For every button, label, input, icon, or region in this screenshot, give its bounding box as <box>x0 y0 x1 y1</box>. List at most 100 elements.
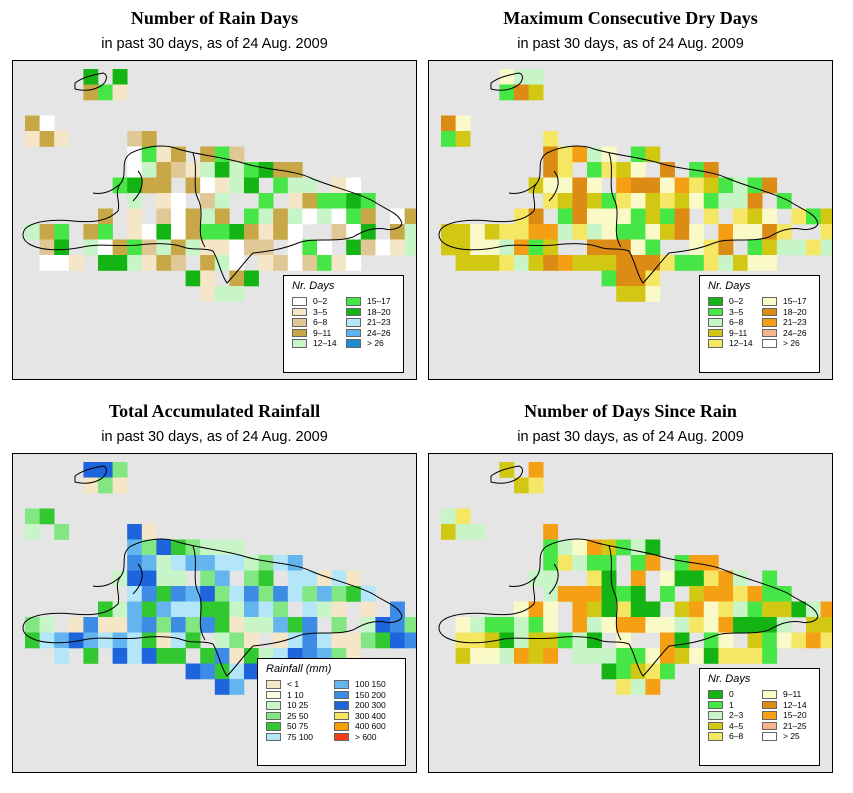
grid-cell <box>127 586 143 602</box>
grid-cell <box>543 162 559 178</box>
grid-cell <box>156 555 172 571</box>
grid-cell <box>587 193 602 209</box>
grid-cell <box>616 224 632 240</box>
grid-cell <box>229 286 245 302</box>
grid-cell <box>141 224 157 240</box>
grid-cell <box>587 208 602 225</box>
grid-cell <box>83 69 99 85</box>
grid-cell <box>762 570 778 587</box>
panel-dry-days: Maximum Consecutive Dry Days in past 30 … <box>428 0 833 385</box>
grid-cell <box>54 224 70 240</box>
grid-cell <box>302 586 318 602</box>
grid-cell <box>747 208 763 225</box>
grid-cell <box>514 601 529 618</box>
grid-cell <box>273 601 289 618</box>
grid-cell <box>484 648 500 664</box>
legend-swatch <box>708 690 723 699</box>
grid-cell <box>214 555 230 571</box>
grid-cell <box>660 208 675 225</box>
grid-cell <box>791 601 807 618</box>
grid-cell <box>557 193 573 209</box>
grid-cell <box>601 586 617 602</box>
legend-label: > 26 <box>367 338 384 348</box>
grid-cell <box>601 648 617 664</box>
grid-cell <box>601 224 617 240</box>
grid-cell <box>514 648 529 664</box>
grid-cell <box>776 239 792 256</box>
legend-label: > 26 <box>783 338 800 348</box>
legend-label: 1 10 <box>287 689 304 700</box>
grid-cell <box>528 177 544 194</box>
grid-cell <box>258 601 274 618</box>
grid-cell <box>557 208 573 225</box>
grid-cell <box>141 524 157 540</box>
grid-cell <box>572 255 588 271</box>
grid-cell <box>39 239 55 256</box>
grid-cell <box>331 177 347 194</box>
border-line <box>192 152 206 248</box>
grid-cell <box>703 208 719 225</box>
grid-cell <box>630 679 646 695</box>
grid-cell <box>455 115 471 132</box>
grid-cell <box>689 239 705 256</box>
grid-cell <box>674 177 690 194</box>
grid-cell <box>674 617 690 633</box>
grid-cell <box>200 270 216 287</box>
grid-cell <box>616 632 632 649</box>
grid-cell <box>543 255 559 271</box>
grid-cell <box>776 617 792 633</box>
grid-cell <box>587 570 602 587</box>
grid-cell <box>83 632 99 649</box>
grid-cell <box>499 224 515 240</box>
grid-cell <box>630 146 646 163</box>
grid-cell <box>616 586 632 602</box>
legend-label: 18–20 <box>783 306 807 317</box>
grid-cell <box>674 255 690 271</box>
island-outline <box>490 465 523 484</box>
grid-cell <box>287 239 303 256</box>
grid-cell <box>470 224 486 240</box>
grid-cell <box>127 193 143 209</box>
grid-cell <box>733 617 748 633</box>
grid-cell <box>557 224 573 240</box>
grid-cell <box>258 162 274 178</box>
grid-cell <box>214 586 230 602</box>
legend-label: 3–5 <box>729 306 744 317</box>
grid-cell <box>39 224 55 240</box>
grid-cell <box>601 570 617 587</box>
grid-cell <box>630 570 646 587</box>
grid-cell <box>127 555 143 571</box>
grid-cell <box>660 177 675 194</box>
grid-cell <box>302 239 318 256</box>
grid-cell <box>273 177 289 194</box>
grid-cell <box>171 632 186 649</box>
grid-cell <box>747 632 763 649</box>
legend-swatch <box>292 307 307 316</box>
grid-cell <box>171 208 186 225</box>
legend-swatch <box>762 307 777 316</box>
grid-cell <box>528 239 544 256</box>
grid-cell <box>83 462 99 478</box>
grid-cell <box>470 239 486 256</box>
grid-cell <box>543 177 559 194</box>
grid-cell <box>674 208 690 225</box>
grid-cell <box>587 617 602 633</box>
grid-cell <box>660 617 675 633</box>
grid-cell <box>528 208 544 225</box>
grid-cell <box>200 539 216 556</box>
grid-cell <box>404 239 416 256</box>
grid-cell <box>331 255 347 271</box>
grid-cell <box>229 255 245 271</box>
legend-label: 9–11 <box>313 327 332 338</box>
grid-cell <box>258 224 274 240</box>
grid-cell <box>156 162 172 178</box>
grid-cell <box>747 586 763 602</box>
grid-cell <box>470 524 486 540</box>
grid-cell <box>528 632 544 649</box>
grid-cell <box>141 162 157 178</box>
grid-cell <box>258 555 274 571</box>
grid-cell <box>747 648 763 664</box>
grid-cell <box>630 601 646 618</box>
grid-cell <box>112 601 128 618</box>
grid-cell <box>645 663 661 680</box>
